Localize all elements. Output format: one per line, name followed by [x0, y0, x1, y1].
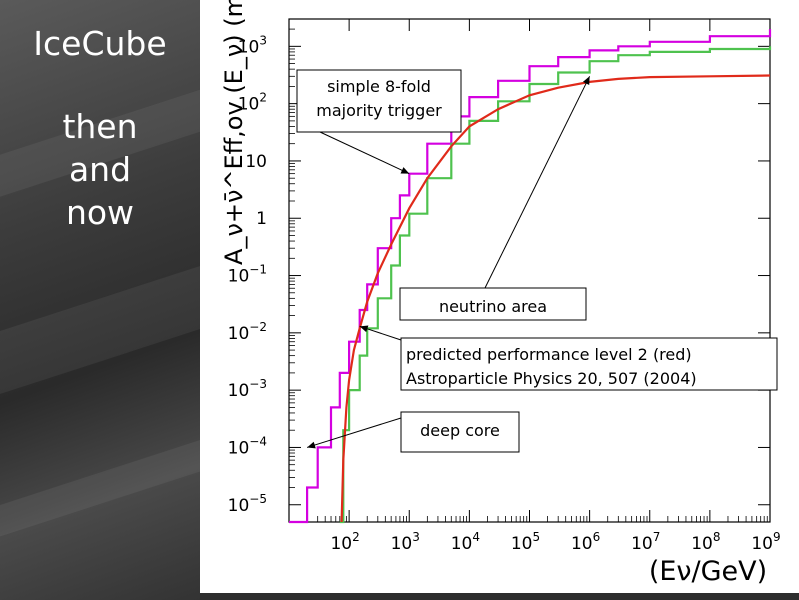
annotation-text: deep core	[420, 421, 500, 440]
annotation-arrowhead	[582, 76, 590, 86]
x-axis-label: (Eν/GeV)	[649, 556, 767, 587]
y-tick-label: 10−4	[228, 434, 267, 458]
y-tick-label: 10−3	[228, 377, 267, 401]
annotation-arrow	[306, 417, 402, 448]
annotation-text: predicted performance level 2 (red)	[406, 345, 692, 364]
y-tick-label: 10−5	[228, 492, 267, 516]
y-tick-label: 102	[238, 91, 267, 115]
y-tick-label: 1	[256, 209, 267, 229]
x-tick-label: 102	[330, 530, 359, 554]
y-tick-label: 103	[238, 33, 267, 57]
slide-background	[0, 0, 200, 600]
x-tick-label: 104	[451, 530, 480, 554]
annotation-box	[296, 69, 462, 133]
y-tick-label: 10−1	[228, 263, 267, 287]
annotation-box	[400, 337, 778, 391]
title-line-and: and	[68, 150, 132, 189]
x-tick-label: 108	[691, 530, 720, 554]
annotation-box	[399, 287, 587, 321]
annotation-1: neutrino area	[399, 76, 591, 321]
annotation-0: simple 8-fold majority trigger	[296, 69, 462, 175]
x-tick-label: 107	[631, 530, 660, 554]
title-line-then: then	[62, 107, 138, 146]
title-line-now: now	[65, 193, 135, 232]
annotation-text: simple 8-fold	[327, 77, 431, 96]
y-tick-label: 10−2	[228, 320, 267, 344]
annotation-arrowhead	[307, 441, 316, 449]
annotation-2: predicted performance level 2 (red) Astro…	[359, 325, 778, 391]
annotation-text: neutrino area	[439, 297, 547, 316]
bottom-strip	[200, 593, 799, 600]
annotation-text: Astroparticle Physics 20, 507 (2004)	[406, 369, 697, 388]
annotation-text: majority trigger	[316, 101, 442, 120]
plot-panel: simple 8-fold majority trigger neutrino ar…	[200, 0, 799, 593]
effective-area-chart: simple 8-fold majority trigger neutrino ar…	[220, 0, 781, 587]
annotation-arrowhead	[400, 167, 410, 174]
x-tick-label: 103	[391, 530, 420, 554]
slide-title: IceCube then and now	[0, 22, 200, 234]
y-tick-label: 10	[245, 152, 267, 172]
annotation-3: deep core	[306, 411, 520, 453]
y-axis-label: A_ν+ν̄^Eff,ov (E_ν) (m²)	[220, 0, 248, 265]
annotation-box	[400, 411, 520, 453]
annotation-arrow	[319, 131, 410, 175]
x-tick-label: 109	[751, 530, 780, 554]
title-line-icecube: IceCube	[33, 24, 167, 63]
series-line-0	[289, 29, 772, 524]
x-tick-label: 106	[571, 530, 600, 554]
annotation-arrowhead	[359, 325, 369, 333]
x-tick-label: 105	[511, 530, 540, 554]
series-line-2	[340, 74, 771, 523]
annotation-arrow	[484, 76, 591, 289]
title-line-spacer	[0, 65, 200, 105]
series-line-1	[339, 46, 772, 524]
